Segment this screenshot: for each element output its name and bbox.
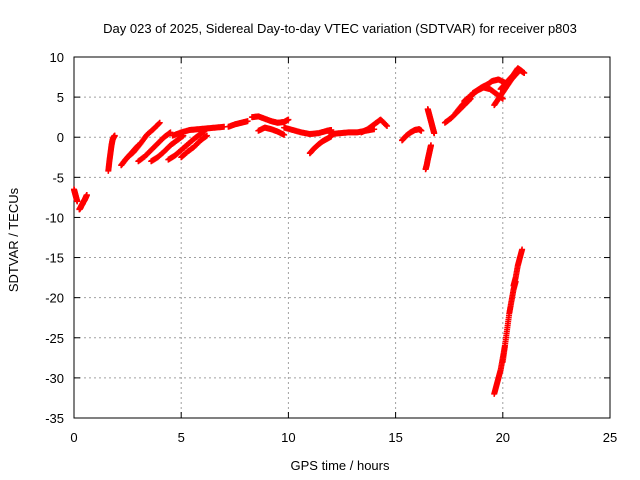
y-tick-label: -30: [45, 371, 64, 386]
x-axis-label: GPS time / hours: [291, 458, 390, 473]
data-point-marker: [384, 122, 391, 129]
grid: [74, 57, 610, 418]
data-points: [71, 65, 528, 397]
y-tick-label: 0: [57, 130, 64, 145]
y-tick-label: 10: [50, 50, 64, 65]
y-tick-label: -35: [45, 411, 64, 426]
x-tick-label: 25: [603, 430, 617, 445]
y-tick-label: 5: [57, 90, 64, 105]
data-point-marker: [155, 120, 162, 127]
data-point-marker: [156, 119, 163, 126]
x-tick-label: 10: [281, 430, 295, 445]
data-point-marker: [427, 142, 434, 149]
y-tick-label: -5: [52, 170, 64, 185]
x-tick-label: 20: [496, 430, 510, 445]
data-point-marker: [74, 198, 81, 205]
data-point-marker: [203, 132, 210, 139]
x-tick-label: 15: [388, 430, 402, 445]
data-point-marker: [167, 129, 174, 136]
data-point-marker: [418, 127, 425, 134]
x-tick-label: 5: [178, 430, 185, 445]
data-point-marker: [244, 118, 251, 125]
data-point-marker: [83, 191, 90, 198]
data-point-marker: [519, 68, 526, 75]
data-point-marker: [281, 131, 288, 138]
chart-title: Day 023 of 2025, Sidereal Day-to-day VTE…: [103, 21, 577, 36]
y-tick-label: -20: [45, 291, 64, 306]
y-tick-label: -25: [45, 331, 64, 346]
data-point-marker: [285, 116, 292, 123]
y-axis-label: SDTVAR / TECUs: [6, 187, 21, 292]
plot-frame: [73, 56, 611, 419]
data-point-marker: [431, 130, 438, 137]
y-tick-label: -15: [45, 251, 64, 266]
y-tick-label: -10: [45, 210, 64, 225]
data-point-marker: [519, 246, 526, 253]
data-point-marker: [111, 132, 118, 139]
x-tick-label: 0: [70, 430, 77, 445]
data-point-marker: [383, 122, 390, 129]
axis-ticks: 0 5 10 15 20 25 10 5 0 -5 -10 -15 -20 -25 -30 -35: [45, 50, 617, 445]
